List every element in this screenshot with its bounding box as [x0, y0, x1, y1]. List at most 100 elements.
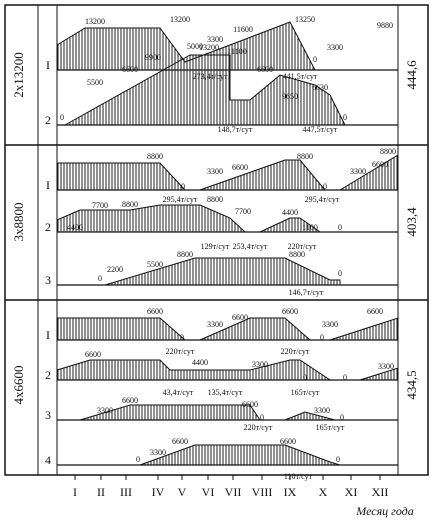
annotation: 0	[98, 274, 102, 283]
annotation: 0	[303, 373, 307, 382]
row-label: I	[46, 178, 50, 192]
annotation: 13200	[170, 15, 190, 24]
annotation: 4400	[192, 358, 208, 367]
annotation: 13200	[199, 43, 219, 52]
annotation: 0	[343, 373, 347, 382]
row-label: I	[46, 58, 50, 72]
load-area	[56, 204, 247, 233]
annotation: 0	[181, 182, 185, 191]
annotation: 8800	[289, 250, 305, 259]
load-area	[63, 54, 346, 126]
group-label: 2x13200	[11, 52, 26, 98]
annotation: 9650	[282, 92, 298, 101]
annotation: 0	[338, 223, 342, 232]
load-area	[56, 359, 332, 381]
annotation: 6600	[232, 313, 248, 322]
annotation: 5500	[147, 260, 163, 269]
load-area	[56, 317, 187, 341]
annotation: 0	[323, 182, 327, 191]
annotation: 0	[136, 455, 140, 464]
load-area	[259, 217, 322, 233]
annotation: 6600	[172, 437, 188, 446]
annotation: 6630	[312, 83, 328, 92]
annotation: 7700	[92, 201, 108, 210]
annotation: 11100	[227, 47, 246, 56]
annotation: 43,4т/сут	[163, 388, 194, 397]
annotation: 4400	[67, 223, 83, 232]
annotation: 0	[336, 455, 340, 464]
annotation: 0	[60, 113, 64, 122]
annotation: 6600	[147, 307, 163, 316]
annotation: 3300	[350, 167, 366, 176]
annotation: 220т/сут	[166, 347, 195, 356]
annotation: 0	[313, 55, 317, 64]
group-total: 434,5	[404, 370, 419, 399]
annotation: 3300	[314, 406, 330, 415]
month-label: IX	[284, 485, 297, 499]
annotation: 165т/сут	[316, 423, 345, 432]
row-label: 3	[45, 273, 51, 287]
annotation: 6600	[85, 350, 101, 359]
annotation: 295,4т/сут	[305, 195, 340, 204]
group-total: 444,6	[404, 60, 419, 90]
annotation: 6600	[280, 437, 296, 446]
load-area	[104, 257, 341, 286]
annotation: 5000	[187, 42, 203, 51]
annotation: 8800	[147, 152, 163, 161]
annotation: 8800	[297, 152, 313, 161]
annotation: 8800	[380, 147, 396, 156]
annotation: 3300	[207, 35, 223, 44]
month-label: XII	[372, 485, 389, 499]
load-area	[56, 162, 187, 191]
annotation: 165т/сут	[291, 388, 320, 397]
annotation: 0	[180, 333, 184, 342]
group-label: 4x6600	[11, 366, 26, 405]
annotation: 0	[343, 113, 347, 122]
annotation: 6600	[242, 400, 258, 409]
group-label: 3x8800	[11, 203, 26, 242]
month-label: V	[178, 485, 187, 499]
annotation: 3300	[252, 360, 268, 369]
annotation: 6600	[367, 307, 383, 316]
month-label: II	[97, 485, 105, 499]
load-area	[359, 367, 399, 381]
month-label: X	[319, 485, 328, 499]
load-area	[79, 404, 261, 421]
month-label: XI	[345, 485, 358, 499]
annotation: 11600	[233, 25, 253, 34]
axis-title: Месяц года	[355, 504, 414, 518]
month-label: VI	[202, 485, 215, 499]
load-area	[139, 444, 341, 466]
annotation: 253,4т/сут	[233, 242, 268, 251]
month-label: III	[120, 485, 132, 499]
annotation: 148,7т/сут	[218, 125, 253, 134]
annotation: 6600	[257, 65, 273, 74]
annotation: 7700	[235, 207, 251, 216]
row-label: I	[46, 328, 50, 342]
load-area	[199, 159, 327, 191]
annotation: 4400	[282, 208, 298, 217]
annotation: 295,4т/сут	[163, 195, 198, 204]
annotation: 13250	[295, 15, 315, 24]
load-area	[338, 154, 399, 191]
annotation: 441,5т/сут	[283, 72, 318, 81]
row-label: 2	[45, 220, 51, 234]
annotation: 5500	[87, 78, 103, 87]
annotation: 220т/сут	[288, 242, 317, 251]
annotation: 6600	[372, 160, 388, 169]
annotation: 1100	[302, 223, 318, 232]
annotation: 3300	[207, 320, 223, 329]
annotation: 6600	[232, 163, 248, 172]
annotation: 9900	[145, 53, 161, 62]
annotation: 9880	[377, 21, 393, 30]
annotation: 8800	[207, 195, 223, 204]
load-area	[199, 317, 312, 341]
annotation: 3300	[327, 43, 343, 52]
annotation: 129т/сут	[201, 242, 230, 251]
annotation: 220т/сут	[244, 423, 273, 432]
load-area	[284, 411, 336, 421]
annotation: 0	[338, 269, 342, 278]
annotation: 3300	[322, 320, 338, 329]
